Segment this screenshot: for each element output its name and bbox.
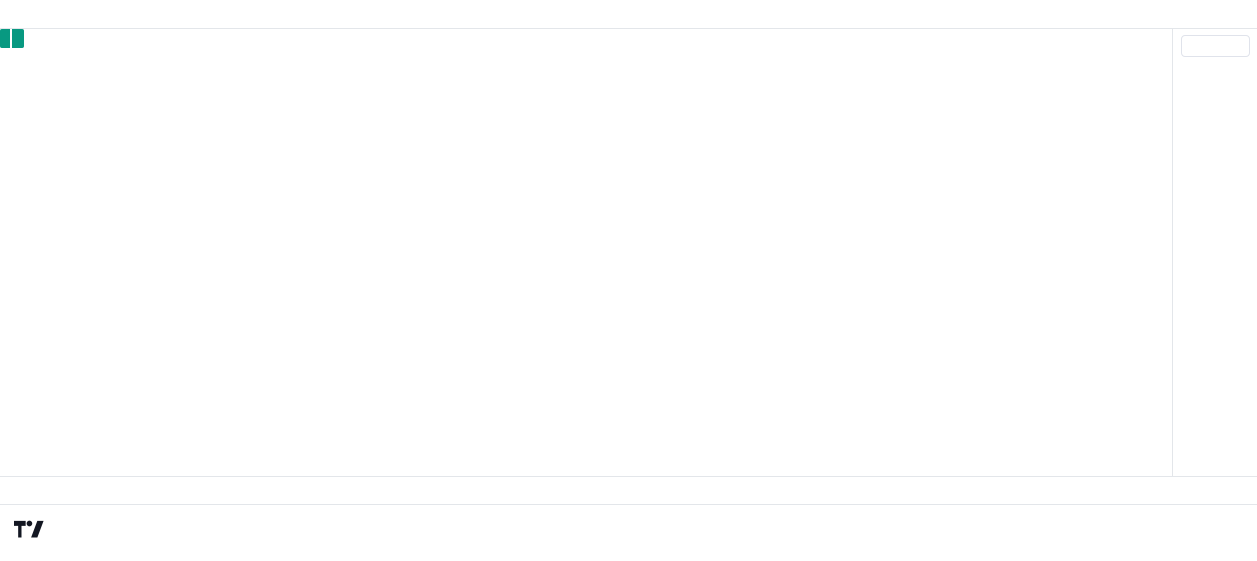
time-axis[interactable]	[0, 476, 1257, 504]
price-badge-symbol	[0, 29, 10, 48]
price-axis[interactable]	[1172, 29, 1257, 477]
price-badge-gap	[10, 29, 12, 48]
price-badge-value	[12, 29, 24, 48]
currency-unit-pill[interactable]	[1181, 35, 1250, 57]
tradingview-logo	[14, 513, 53, 547]
attribution-text	[0, 0, 1257, 28]
last-price-badge[interactable]	[0, 29, 24, 48]
ichimoku-legend[interactable]	[11, 51, 42, 65]
chart-frame	[0, 28, 1257, 505]
chart-canvas[interactable]	[0, 29, 1172, 477]
tradingview-mark-icon	[14, 520, 44, 538]
plot-area[interactable]	[0, 29, 1172, 477]
stochastic-legend[interactable]	[11, 429, 21, 443]
